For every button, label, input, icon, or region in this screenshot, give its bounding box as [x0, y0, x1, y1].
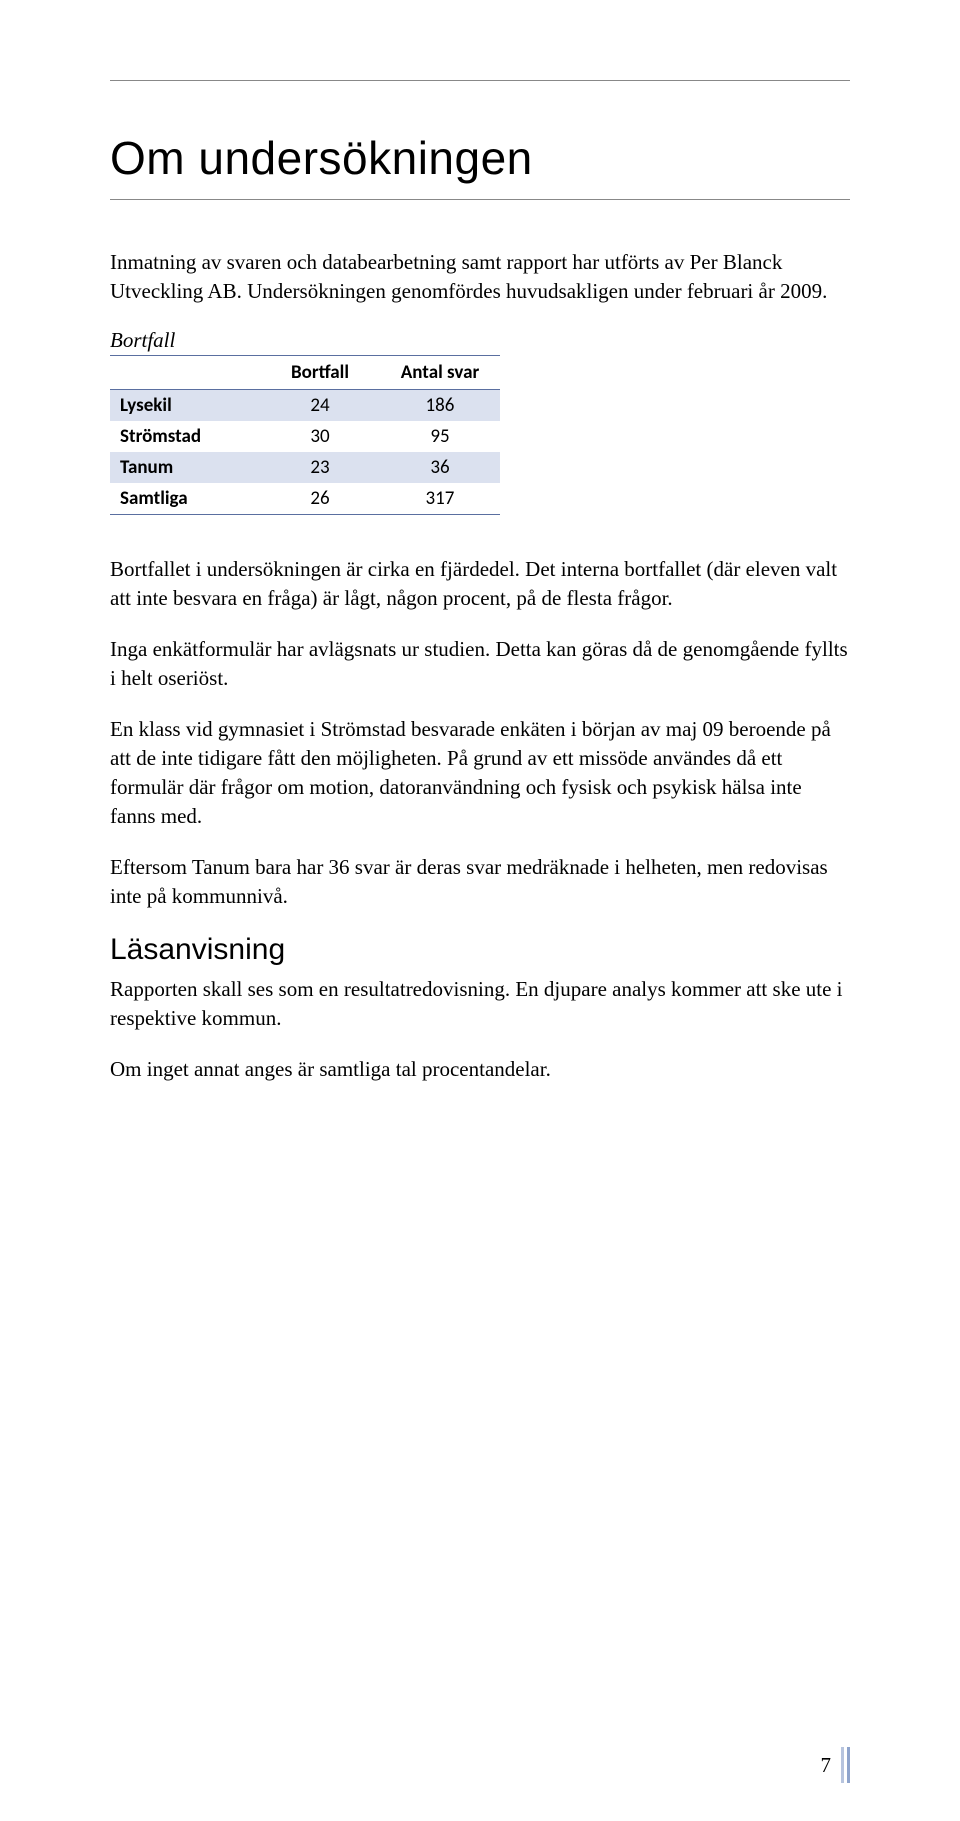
- body-paragraph: Om inget annat anges är samtliga tal pro…: [110, 1055, 850, 1084]
- table-row: Samtliga 26 317: [110, 483, 500, 515]
- row-bortfall: 30: [260, 421, 380, 452]
- row-antal: 95: [380, 421, 500, 452]
- table-row: Tanum 23 36: [110, 452, 500, 483]
- row-label: Tanum: [110, 452, 260, 483]
- intro-paragraph: Inmatning av svaren och databearbetning …: [110, 248, 850, 306]
- row-label: Lysekil: [110, 389, 260, 421]
- body-paragraph: Inga enkätformulär har avlägsnats ur stu…: [110, 635, 850, 693]
- body-paragraph: En klass vid gymnasiet i Strömstad besva…: [110, 715, 850, 831]
- page-number: 7: [821, 1753, 832, 1778]
- footer-decoration-icon: [841, 1747, 850, 1783]
- table-row: Strömstad 30 95: [110, 421, 500, 452]
- body-paragraph: Bortfallet i undersökningen är cirka en …: [110, 555, 850, 613]
- top-rule: [110, 80, 850, 81]
- row-label: Samtliga: [110, 483, 260, 515]
- row-antal: 36: [380, 452, 500, 483]
- page-footer: 7: [821, 1747, 851, 1783]
- body-paragraph: Rapporten skall ses som en resultatredov…: [110, 975, 850, 1033]
- col-empty: [110, 355, 260, 389]
- table-row: Lysekil 24 186: [110, 389, 500, 421]
- row-bortfall: 24: [260, 389, 380, 421]
- page-title: Om undersökningen: [110, 131, 850, 185]
- title-rule: [110, 199, 850, 200]
- row-label: Strömstad: [110, 421, 260, 452]
- col-bortfall: Bortfall: [260, 355, 380, 389]
- section-heading: Läsanvisning: [110, 933, 850, 967]
- col-antal: Antal svar: [380, 355, 500, 389]
- row-bortfall: 23: [260, 452, 380, 483]
- bortfall-table: Bortfall Antal svar Lysekil 24 186 Ström…: [110, 355, 500, 515]
- table-header-row: Bortfall Antal svar: [110, 355, 500, 389]
- row-antal: 186: [380, 389, 500, 421]
- table-caption: Bortfall: [110, 328, 850, 353]
- body-paragraph: Eftersom Tanum bara har 36 svar är deras…: [110, 853, 850, 911]
- row-antal: 317: [380, 483, 500, 515]
- row-bortfall: 26: [260, 483, 380, 515]
